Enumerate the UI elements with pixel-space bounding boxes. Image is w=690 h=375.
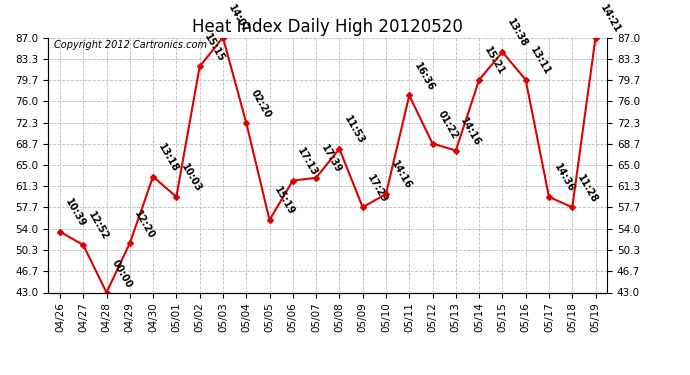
Text: 15:15: 15:15 bbox=[202, 32, 226, 64]
Text: 01:22: 01:22 bbox=[435, 109, 460, 141]
Text: 00:00: 00:00 bbox=[109, 258, 133, 290]
Text: 14:16: 14:16 bbox=[388, 159, 413, 191]
Text: 14:21: 14:21 bbox=[598, 3, 622, 35]
Text: 14:07: 14:07 bbox=[226, 3, 250, 35]
Text: 14:16: 14:16 bbox=[459, 116, 483, 148]
Text: 12:20: 12:20 bbox=[132, 209, 157, 240]
Text: 10:03: 10:03 bbox=[179, 162, 204, 194]
Text: 10:39: 10:39 bbox=[63, 197, 87, 229]
Text: 16:36: 16:36 bbox=[412, 61, 436, 93]
Text: 14:36: 14:36 bbox=[552, 162, 576, 194]
Text: 02:20: 02:20 bbox=[249, 88, 273, 120]
Text: 11:28: 11:28 bbox=[575, 172, 600, 204]
Text: 13:11: 13:11 bbox=[529, 45, 553, 77]
Text: 13:18: 13:18 bbox=[156, 142, 180, 174]
Text: 11:53: 11:53 bbox=[342, 114, 366, 146]
Text: 17:29: 17:29 bbox=[366, 172, 390, 204]
Text: 13:38: 13:38 bbox=[505, 17, 529, 49]
Text: 15:19: 15:19 bbox=[273, 185, 297, 217]
Text: 17:13: 17:13 bbox=[295, 146, 319, 178]
Title: Heat Index Daily High 20120520: Heat Index Daily High 20120520 bbox=[193, 18, 463, 36]
Text: Copyright 2012 Cartronics.com: Copyright 2012 Cartronics.com bbox=[54, 40, 207, 50]
Text: 15:21: 15:21 bbox=[482, 45, 506, 77]
Text: 12:52: 12:52 bbox=[86, 210, 110, 242]
Text: 17:39: 17:39 bbox=[319, 143, 343, 175]
